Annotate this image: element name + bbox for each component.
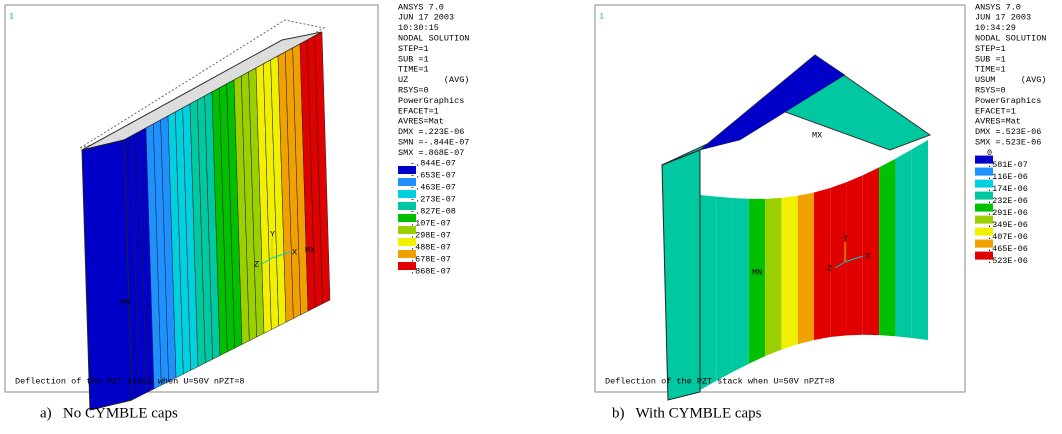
header-line: PowerGraphics — [398, 96, 464, 106]
strip — [733, 198, 749, 372]
caption: b) With CYMBLE caps — [612, 405, 762, 421]
header-line: EFACET=1 — [975, 106, 1016, 116]
axis-label: Y — [270, 229, 275, 239]
legend-value: .232E-06 — [987, 196, 1028, 206]
legend-value: .349E-06 — [987, 220, 1028, 230]
strip — [847, 175, 863, 335]
footer: Deflection of the PZT stack when U=50V n… — [15, 376, 245, 386]
legend-value: .116E-06 — [987, 172, 1028, 182]
header-line: TIME=1 — [975, 65, 1006, 75]
legend-value: .523E-06 — [987, 256, 1028, 266]
header-line: ANSYS 7.0 — [975, 2, 1021, 12]
legend-value: .291E-06 — [987, 208, 1028, 218]
max-label: MX — [305, 245, 315, 255]
header-line: SUB =1 — [398, 54, 429, 64]
legend-value: .488E-07 — [410, 242, 451, 252]
header-line: JUN 17 2003 — [398, 13, 454, 23]
legend-value: -.653E-07 — [410, 170, 456, 180]
axis-label: Z — [254, 259, 259, 269]
strip — [700, 195, 716, 390]
header-line: UZ (AVG) — [398, 75, 469, 85]
footer: Deflection of the PZT stack when U=50V n… — [605, 376, 835, 386]
side-face — [82, 140, 132, 410]
min-label: MN — [752, 267, 762, 277]
legend-value: .107E-07 — [410, 218, 451, 228]
header-line: EFACET=1 — [398, 106, 439, 116]
corner-label: 1 — [9, 11, 14, 21]
corner-label: 1 — [599, 11, 604, 21]
header-line: RSYS=0 — [975, 85, 1006, 95]
strip — [765, 198, 781, 356]
header-line: RSYS=0 — [398, 85, 429, 95]
header-line: NODAL SOLUTION — [398, 33, 469, 43]
strip — [912, 140, 928, 340]
legend-value: .678E-07 — [410, 254, 451, 264]
header-line: AVRES=Mat — [398, 117, 444, 127]
legend-value: .868E-07 — [410, 266, 451, 276]
header-line: SUB =1 — [975, 54, 1006, 64]
legend-value: -.844E-07 — [410, 158, 456, 168]
axis-label: Y — [843, 233, 848, 243]
legend-value: .174E-06 — [987, 184, 1028, 194]
side-face — [662, 150, 700, 400]
strip — [798, 193, 814, 345]
header-line: 10:30:15 — [398, 23, 439, 33]
strip — [830, 182, 846, 337]
header-line: SMN =-.844E-07 — [398, 137, 469, 147]
max-label: MX — [812, 130, 822, 140]
header-line: AVRES=Mat — [975, 117, 1021, 127]
strip — [879, 159, 895, 337]
axis-label: X — [292, 247, 297, 257]
legend-value: .298E-07 — [410, 230, 451, 240]
strip — [895, 149, 911, 338]
figure: 1ANSYS 7.0JUN 17 200310:30:15NODAL SOLUT… — [0, 0, 1062, 429]
header-line: ANSYS 7.0 — [398, 2, 444, 12]
header-line: 10:34:29 — [975, 23, 1016, 33]
header-line: JUN 17 2003 — [975, 13, 1031, 23]
header-line: PowerGraphics — [975, 96, 1041, 106]
header-line: SMX =.523E-06 — [975, 137, 1041, 147]
header-line: NODAL SOLUTION — [975, 33, 1046, 43]
header-line: DMX =.523E-06 — [975, 127, 1041, 137]
header-line: USUM (AVG) — [975, 75, 1046, 85]
legend-value: -.463E-07 — [410, 182, 456, 192]
header-line: STEP=1 — [398, 44, 429, 54]
header-line: SMX =.868E-07 — [398, 148, 464, 158]
caption: a) No CYMBLE caps — [40, 405, 178, 421]
legend-value: .407E-06 — [987, 232, 1028, 242]
strip — [749, 199, 765, 364]
legend-value: .465E-06 — [987, 244, 1028, 254]
header-line: STEP=1 — [975, 44, 1006, 54]
header-line: DMX =.223E-06 — [398, 127, 464, 137]
min-label: MN — [120, 297, 130, 307]
strip — [781, 196, 797, 350]
axis-label: Z — [827, 263, 832, 273]
strip — [716, 197, 732, 381]
header-line: TIME=1 — [398, 65, 429, 75]
legend-value: -.827E-08 — [410, 206, 456, 216]
legend-value: -.273E-07 — [410, 194, 456, 204]
axis-label: X — [865, 251, 870, 261]
legend-value: .581E-07 — [987, 160, 1028, 170]
